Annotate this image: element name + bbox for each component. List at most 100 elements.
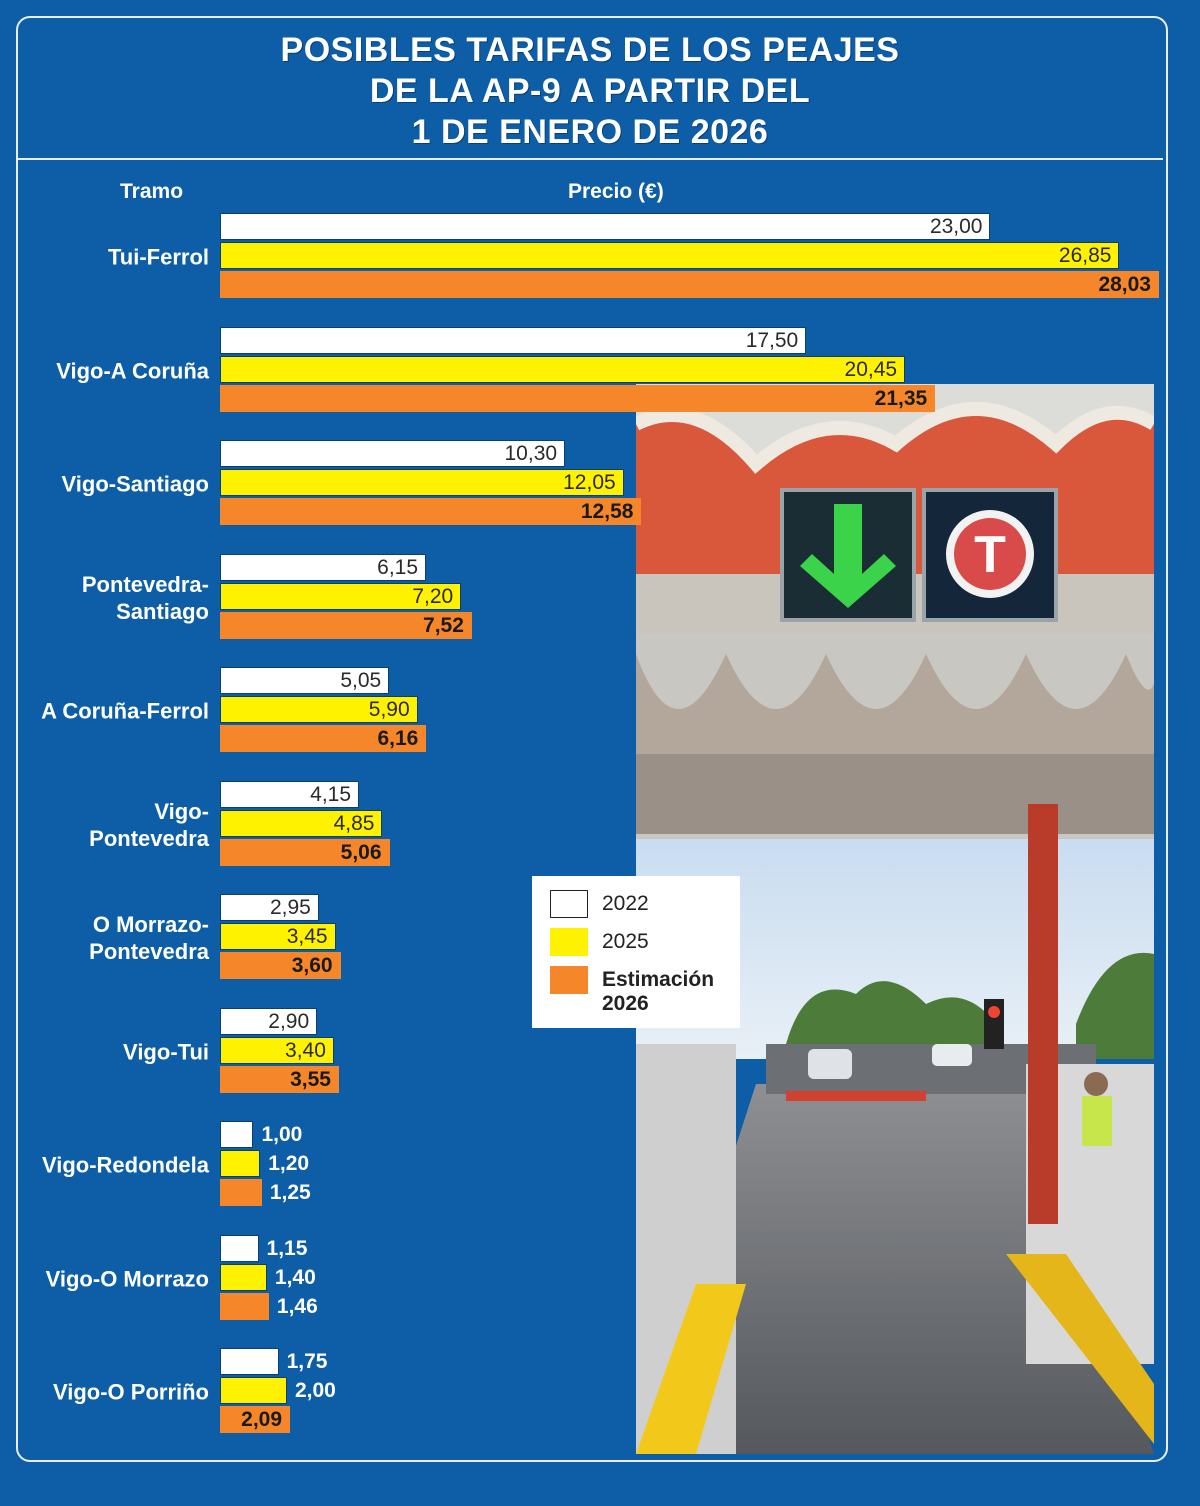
data-label-2025: 7,20 xyxy=(412,584,454,608)
data-label-2022: 10,30 xyxy=(504,442,558,465)
toll-booth-photo: T xyxy=(636,384,1154,1454)
bar-2022 xyxy=(220,553,427,581)
data-label-2025: 1,20 xyxy=(268,1152,310,1175)
category-label: Vigo-A Coruña xyxy=(56,357,209,384)
category-label: Vigo-Santiago xyxy=(62,471,210,498)
bar-2026 xyxy=(220,952,341,979)
bar-2022 xyxy=(220,894,319,921)
bar-2025 xyxy=(220,1263,267,1291)
legend-label-2022: 2022 xyxy=(602,892,649,915)
data-label-2022: 6,15 xyxy=(377,555,419,579)
bar-2025 xyxy=(220,809,383,837)
data-label-2025: 4,85 xyxy=(333,811,375,835)
category-label-line: Vigo-O Porriño xyxy=(52,1379,209,1405)
data-label-2026: 7,52 xyxy=(423,613,464,637)
category-label: Vigo-Tui xyxy=(123,1038,209,1065)
legend: 2022 2025 Estimación 2026 xyxy=(532,876,740,1028)
bar-2026 xyxy=(220,384,936,412)
chart-title: POSIBLES TARIFAS DE LOS PEAJES DE LA AP-… xyxy=(20,30,1160,153)
data-label-2026: 21,35 xyxy=(874,386,928,410)
bar-2026 xyxy=(220,271,1159,298)
category-label-line: Vigo- xyxy=(154,798,209,824)
legend-swatch-2026 xyxy=(550,966,588,994)
bar-2026 xyxy=(220,498,642,525)
category-label-line: Pontevedra xyxy=(89,939,209,964)
bar-2022 xyxy=(220,213,991,240)
category-label: Pontevedra- Santiago xyxy=(82,571,209,625)
category-label: Tui-Ferrol xyxy=(108,244,209,271)
bar-2025 xyxy=(220,696,418,723)
category-label-line: A Coruña-Ferrol xyxy=(41,698,209,724)
legend-label-2026: Estimación 2026 xyxy=(602,968,715,1015)
bar-2022 xyxy=(220,1234,259,1262)
data-label-2022: 5,05 xyxy=(340,669,382,692)
category-label: Vigo-O Porriño xyxy=(53,1379,209,1406)
bar-2025 xyxy=(220,1036,334,1064)
chart-frame xyxy=(16,16,1168,1462)
bar-2026 xyxy=(220,1179,262,1206)
bar-2025 xyxy=(220,923,336,950)
category-label: O Morrazo- Pontevedra xyxy=(89,911,209,965)
data-label-2025: 1,40 xyxy=(274,1265,316,1289)
legend-swatch-2022 xyxy=(550,890,588,918)
legend-swatch-2025 xyxy=(550,928,588,956)
category-label: A Coruña-Ferrol xyxy=(41,698,209,725)
data-label-2025: 5,90 xyxy=(368,698,410,721)
bar-2022 xyxy=(220,440,566,467)
bar-2022 xyxy=(220,780,360,808)
category-label: Vigo- Pontevedra xyxy=(89,798,209,852)
tramo-header: Tramo xyxy=(120,180,184,203)
data-label-2022: 17,50 xyxy=(745,328,799,352)
data-label-2025: 3,45 xyxy=(286,925,328,948)
data-label-2025: 3,40 xyxy=(285,1038,326,1062)
bar-2022 xyxy=(220,1348,279,1375)
data-label-2022: 4,15 xyxy=(310,782,352,806)
bar-2026 xyxy=(220,1292,269,1320)
category-label-line: Santiago xyxy=(116,598,209,624)
category-label: Vigo-Redondela xyxy=(42,1152,209,1179)
toll-booth-illustration: T xyxy=(636,384,1154,1454)
title-line-2: DE LA AP-9 A PARTIR DEL xyxy=(369,72,811,110)
data-label-2025: 2,00 xyxy=(294,1379,336,1402)
data-label-2025: 20,45 xyxy=(844,357,898,381)
data-label-2022: 1,75 xyxy=(286,1350,328,1373)
data-label-2022: 23,00 xyxy=(929,215,983,238)
bar-2026 xyxy=(220,838,390,866)
data-label-2022: 2,95 xyxy=(269,896,311,919)
data-label-2026: 1,46 xyxy=(276,1294,318,1318)
bar-2022 xyxy=(220,326,807,354)
data-label-2022: 1,00 xyxy=(261,1123,303,1146)
data-label-2026: 3,60 xyxy=(291,954,333,977)
title-line-1: POSIBLES TARIFAS DE LOS PEAJES xyxy=(280,31,900,69)
category-label: Vigo-O Morrazo xyxy=(46,1265,209,1292)
category-label-line: Vigo-O Morrazo xyxy=(45,1266,209,1291)
category-label-line: Vigo-Tui xyxy=(123,1039,209,1064)
bar-2026 xyxy=(220,725,427,752)
category-label-line: Pontevedra- xyxy=(81,571,209,597)
data-label-2026: 5,06 xyxy=(340,840,382,864)
data-label-2026: 1,25 xyxy=(269,1181,311,1204)
data-label-2022: 1,15 xyxy=(266,1236,308,1260)
bar-2026 xyxy=(220,611,472,639)
data-label-2022: 2,90 xyxy=(268,1009,310,1033)
bar-2025 xyxy=(220,355,906,383)
bar-2025 xyxy=(220,1377,287,1404)
data-label-2025: 12,05 xyxy=(563,471,616,494)
title-divider xyxy=(18,158,1163,160)
bar-2025 xyxy=(220,469,624,496)
category-label-line: Vigo-A Coruña xyxy=(56,358,209,383)
sign-t-glyph: T xyxy=(974,526,1006,584)
data-label-2025: 26,85 xyxy=(1058,244,1112,267)
category-label-line: Tui-Ferrol xyxy=(107,244,209,270)
bar-2026 xyxy=(220,1065,339,1093)
bar-2025 xyxy=(220,1150,261,1177)
data-label-2026: 3,55 xyxy=(290,1067,331,1091)
category-label-line: O Morrazo- xyxy=(92,912,209,937)
bar-2026 xyxy=(220,1406,290,1433)
data-label-2026: 6,16 xyxy=(377,727,419,750)
bar-2025 xyxy=(220,582,462,610)
bar-2022 xyxy=(220,667,390,694)
bar-2022 xyxy=(220,1007,318,1035)
precio-header: Precio (€) xyxy=(568,180,664,203)
bar-2025 xyxy=(220,242,1120,269)
